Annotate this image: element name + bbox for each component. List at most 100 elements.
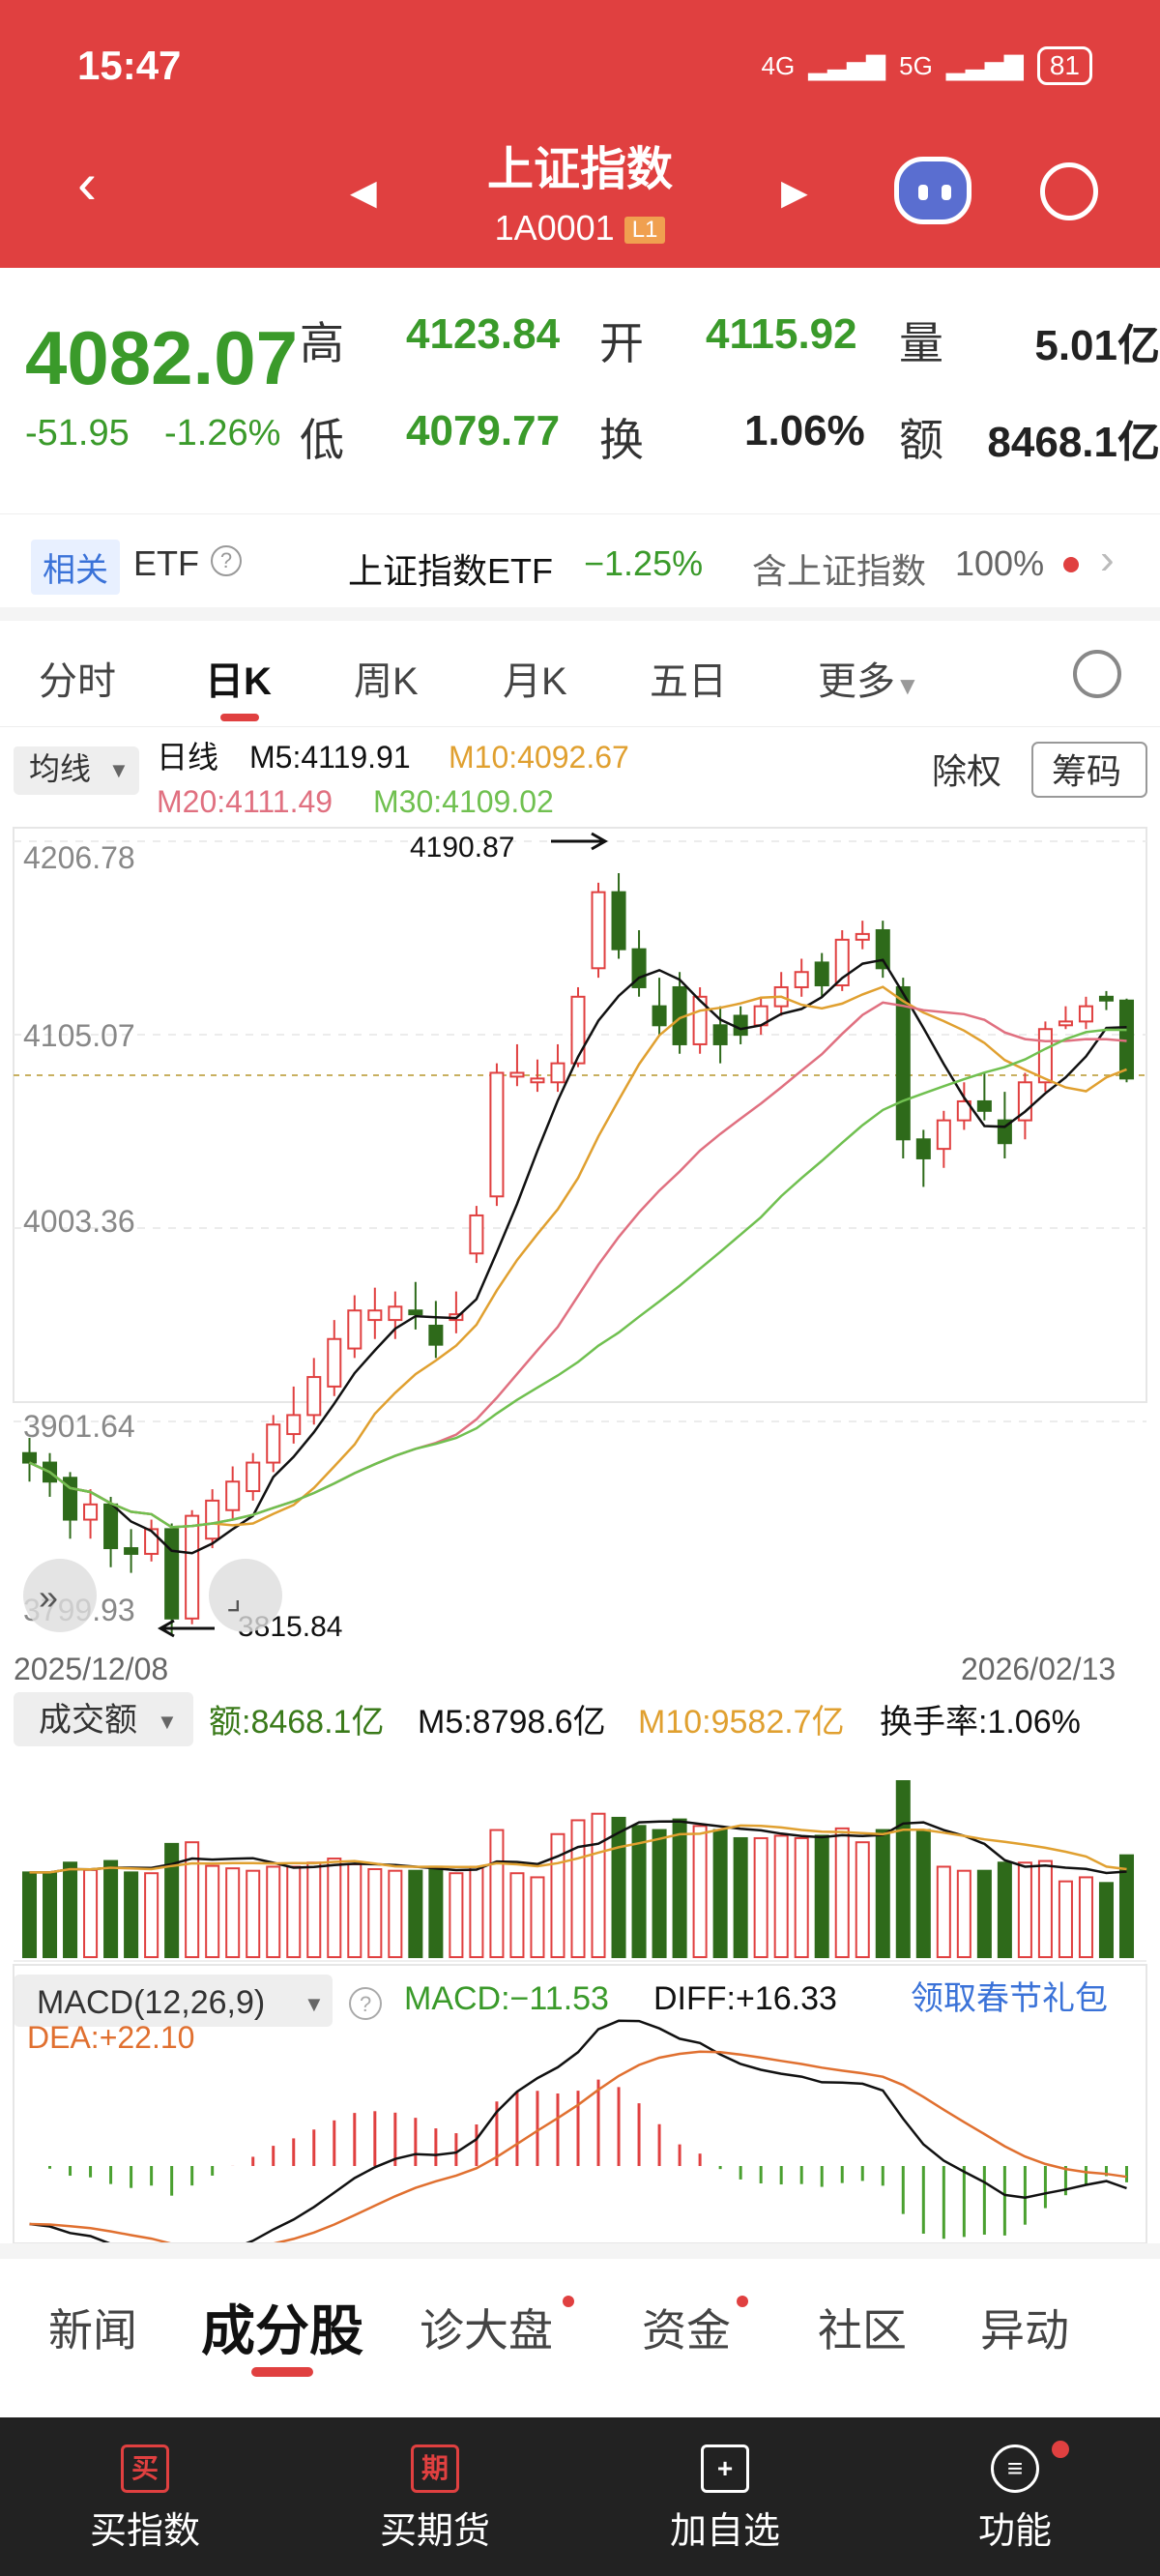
open-label: 开 [599,318,644,368]
volume-bar [530,1876,545,1958]
robot-icon[interactable] [894,157,972,224]
volume-bar [408,1869,423,1958]
volume-bar [611,1816,626,1958]
subtab-funds[interactable]: 资金 [642,2305,731,2356]
red-dot-icon [1063,557,1079,572]
contain-pct: 100% [955,543,1045,583]
candle-body [814,961,829,987]
next-icon[interactable]: ▶ [781,172,808,212]
price-pct: -1.26% [164,413,281,454]
help-glyph: ? [360,1992,371,2016]
gift-link[interactable]: 领取春节礼包 [911,1980,1108,2017]
turn-label: 换 [599,415,644,465]
chouma-button[interactable]: 筹码 [1052,751,1121,791]
ma10-line [28,985,1127,1529]
volume-bar [997,1861,1012,1959]
volume-bar [875,1829,890,1958]
ma20-label: M20:4111.49 [157,784,333,819]
volume-bar [915,1829,931,1958]
settings-icon[interactable] [1073,650,1121,698]
volume-bar [144,1872,160,1959]
volume-bar [83,1868,99,1959]
net-4g-icon: 4G [761,50,796,80]
volume-bar [225,1867,241,1958]
volume-bar [550,1832,566,1959]
ma5-line [28,958,1127,1555]
tab-more[interactable]: 更多▼ [818,650,920,706]
function-button[interactable]: ≡ 功能 [870,2417,1160,2576]
volume-bar [286,1865,302,1958]
candle-body [611,891,626,951]
subtab-community[interactable]: 社区 [818,2305,907,2356]
tab-five-day[interactable]: 五日 [650,660,727,703]
fullscreen-icon[interactable] [209,1559,282,1632]
help-icon[interactable]: ? [211,545,242,576]
expand-sidebar-icon[interactable] [23,1559,97,1632]
tab-monthly-k[interactable]: 月K [503,660,567,703]
subtab-movement[interactable]: 异动 [980,2305,1069,2356]
subtab-news[interactable]: 新闻 [48,2305,137,2356]
amt-label: 额 [899,415,943,465]
candle-body [915,1138,931,1159]
vol-ma10-line [29,1824,1127,1874]
volume-bar [672,1818,687,1958]
volume-bar [124,1871,139,1958]
chouma-button-frame[interactable] [1031,742,1147,798]
low-label: 低 [300,415,344,465]
buy-futures-button[interactable]: 期买期货 [290,2417,580,2576]
candle-body [205,1499,220,1540]
candle-body [367,1309,383,1322]
chevron-right-icon[interactable]: › [1100,536,1115,583]
kline-svg[interactable]: 均线 ▼ 日线 M5:4119.91 M10:4092.67 M20:4111.… [0,727,1160,2243]
high-label: 高 [300,318,344,368]
macd-chart [29,2019,1128,2243]
add-watchlist-button[interactable]: + 加自选 [580,2417,870,2576]
help-icon[interactable] [349,1987,382,2020]
candle-body [692,995,708,1045]
ma5-label: M5:4119.91 [249,740,411,775]
ma-select[interactable] [14,746,139,795]
tab-daily-k[interactable]: 日K [205,660,272,703]
ma-lines [28,958,1127,1555]
status-time: 15:47 [77,43,182,88]
candle-body [936,1119,951,1151]
candle-body [469,1214,484,1255]
volume-bar [347,1862,362,1959]
volume-bar [246,1869,261,1958]
etf-bar[interactable]: 相关 ETF ? 上证指数ETF −1.25% 含上证指数 100% › [0,514,1160,621]
macd-select[interactable] [14,1975,333,2027]
candle-body [733,1014,748,1037]
vol-select-label: 成交额 [39,1702,137,1739]
tab-intraday[interactable]: 分时 [39,660,116,703]
subtab-diagnose[interactable]: 诊大盘 [420,2305,553,2356]
search-icon[interactable] [1040,162,1098,220]
volume-bar [591,1812,606,1959]
volume-bar [794,1836,809,1958]
diff-line [29,2019,1127,2243]
chuquan-button[interactable]: 除权 [932,751,1001,791]
candle-body [509,1071,525,1078]
candle-body [855,932,870,941]
subtab-components[interactable]: 成分股 [201,2300,363,2361]
buy-icon: 买 [121,2444,169,2493]
volume-bar [652,1829,667,1958]
back-icon[interactable]: ‹ [77,151,97,216]
tab-indicator [220,714,259,721]
volume-bar [306,1861,322,1959]
prev-icon[interactable]: ◀ [350,172,377,212]
candle-body [652,1005,667,1027]
candle-body [976,1099,992,1112]
volume-bar [895,1780,911,1958]
chart-area[interactable]: 均线 ▼ 日线 M5:4119.91 M10:4092.67 M20:4111.… [0,727,1160,2245]
candle-body [83,1503,99,1521]
tab-weekly-k[interactable]: 周K [354,660,419,703]
fullscreen-glyph: ⌟ [226,1580,242,1617]
vol-select[interactable] [14,1692,193,1746]
etf-label: ETF [133,543,199,583]
buy-index-button[interactable]: 买买指数 [0,2417,290,2576]
contain-label: 含上证指数 [752,551,927,591]
volume-bar [103,1859,119,1959]
open-value: 4115.92 [706,310,857,358]
candle-body [408,1309,423,1316]
volume-bar [469,1865,484,1958]
